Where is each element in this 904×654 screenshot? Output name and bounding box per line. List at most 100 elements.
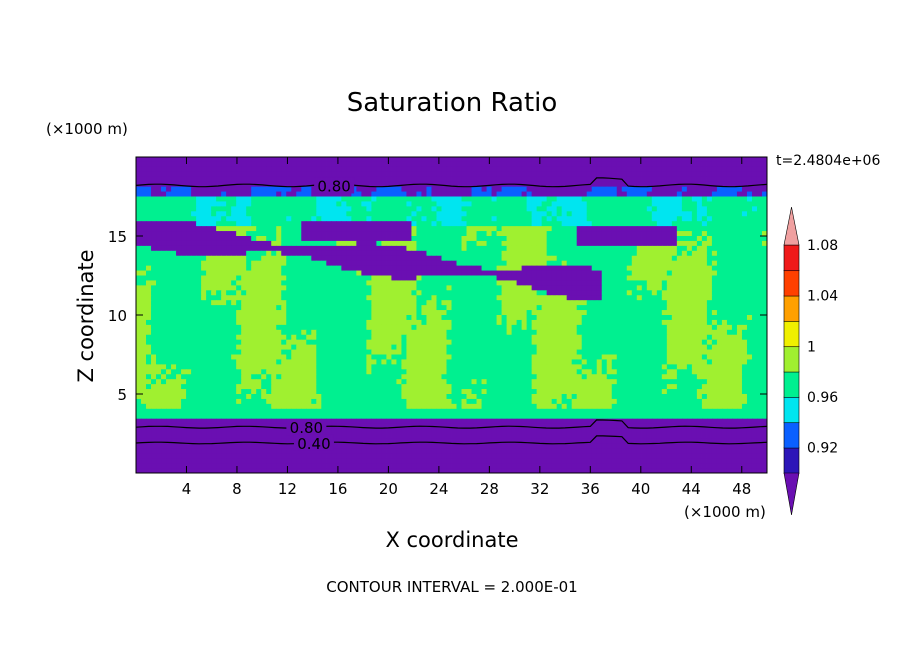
heatmap-cell <box>256 245 262 252</box>
heatmap-cell <box>601 221 608 227</box>
heatmap-cell <box>426 186 433 193</box>
heatmap-cell <box>206 201 212 207</box>
heatmap-cell <box>511 161 518 168</box>
heatmap-cell <box>416 344 423 351</box>
heatmap-cell <box>526 176 533 183</box>
heatmap-cell <box>671 270 678 277</box>
heatmap-cell <box>596 339 603 346</box>
heatmap-cell <box>401 315 408 321</box>
heatmap-cell <box>286 176 292 183</box>
heatmap-cell <box>486 295 493 301</box>
heatmap-cell <box>136 295 142 301</box>
heatmap-cell <box>346 349 352 356</box>
heatmap-cell <box>191 161 197 168</box>
heatmap-cell <box>526 329 533 336</box>
heatmap-cell <box>486 275 493 282</box>
heatmap-cell <box>236 349 242 356</box>
heatmap-cell <box>331 231 337 237</box>
heatmap-cell <box>411 265 418 272</box>
heatmap-cell <box>186 329 192 336</box>
heatmap-cell <box>736 344 743 351</box>
heatmap-cell <box>741 216 748 222</box>
heatmap-cell <box>636 191 643 198</box>
heatmap-cell <box>531 344 538 351</box>
heatmap-cell <box>516 216 523 222</box>
heatmap-cell <box>176 339 182 346</box>
heatmap-cell <box>481 191 488 198</box>
heatmap-cell <box>216 250 222 257</box>
heatmap-cell <box>611 226 618 232</box>
heatmap-cell <box>481 265 488 272</box>
heatmap-cell <box>476 236 483 242</box>
heatmap-cell <box>636 305 643 311</box>
heatmap-cell <box>186 300 192 306</box>
heatmap-cell <box>151 260 157 267</box>
heatmap-cell <box>446 255 453 262</box>
heatmap-cell <box>346 319 352 326</box>
heatmap-cell <box>466 211 473 217</box>
heatmap-cell <box>621 315 628 321</box>
heatmap-cell <box>331 315 337 321</box>
heatmap-cell <box>376 280 382 286</box>
heatmap-cell <box>236 196 242 203</box>
heatmap-cell <box>276 221 282 227</box>
heatmap-cell <box>356 166 362 173</box>
heatmap-cell <box>706 221 713 227</box>
heatmap-cell <box>676 196 683 203</box>
heatmap-cell <box>431 206 438 212</box>
heatmap-cell <box>386 211 393 217</box>
heatmap-cell <box>496 344 503 351</box>
heatmap-cell <box>536 231 543 237</box>
heatmap-cell <box>576 166 583 173</box>
heatmap-cell <box>311 171 317 178</box>
heatmap-cell <box>271 295 277 301</box>
heatmap-cell <box>206 250 212 257</box>
heatmap-cell <box>191 349 197 356</box>
heatmap-cell <box>691 196 698 203</box>
heatmap-cell <box>541 211 548 217</box>
heatmap-cell <box>716 236 723 242</box>
heatmap-cell <box>471 181 478 188</box>
heatmap-cell <box>251 329 257 336</box>
heatmap-cell <box>441 201 448 207</box>
heatmap-cell <box>451 250 458 257</box>
heatmap-cell <box>616 245 623 252</box>
heatmap-cell <box>176 186 182 193</box>
heatmap-cell <box>386 300 393 306</box>
heatmap-cell <box>586 161 593 168</box>
heatmap-cell <box>476 300 483 306</box>
heatmap-cell <box>446 245 453 252</box>
heatmap-cell <box>311 226 317 232</box>
heatmap-cell <box>701 344 708 351</box>
heatmap-cell <box>611 211 618 217</box>
heatmap-cell <box>446 305 453 311</box>
heatmap-cell <box>686 344 693 351</box>
heatmap-cell <box>401 186 408 193</box>
heatmap-cell <box>621 166 628 173</box>
heatmap-cell <box>266 339 272 346</box>
heatmap-cell <box>581 221 588 227</box>
heatmap-cell <box>411 285 418 291</box>
heatmap-cell <box>201 236 207 242</box>
heatmap-cell <box>436 166 443 173</box>
heatmap-cell <box>716 231 723 237</box>
heatmap-cell <box>721 290 728 296</box>
heatmap-cell <box>196 236 202 242</box>
heatmap-cell <box>496 260 503 267</box>
heatmap-cell <box>516 324 523 331</box>
heatmap-cell <box>226 275 232 282</box>
heatmap-cell <box>231 166 237 173</box>
heatmap-cell <box>406 186 413 193</box>
heatmap-cell <box>181 349 187 356</box>
heatmap-cell <box>216 349 222 356</box>
heatmap-cell <box>671 201 678 207</box>
heatmap-cell <box>606 334 613 341</box>
heatmap-cell <box>591 339 598 346</box>
heatmap-cell <box>696 285 703 291</box>
heatmap-cell <box>301 290 307 296</box>
heatmap-cell <box>731 236 738 242</box>
heatmap-cell <box>441 290 448 296</box>
heatmap-cell <box>181 157 187 163</box>
heatmap-cell <box>621 339 628 346</box>
heatmap-cell <box>571 171 578 178</box>
